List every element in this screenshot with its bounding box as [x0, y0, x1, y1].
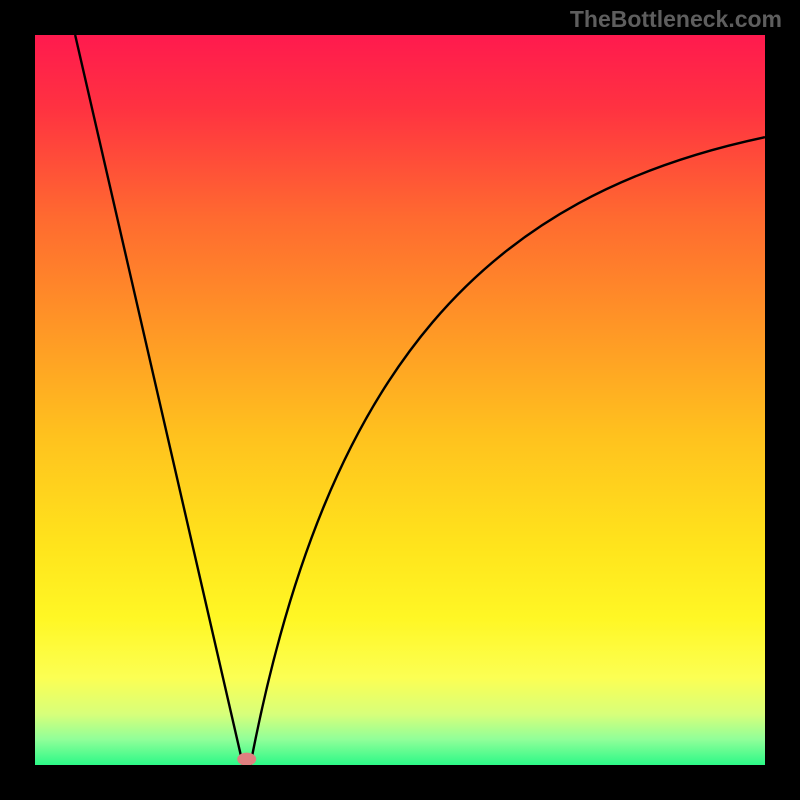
plot-frame — [35, 35, 765, 765]
curve-right-branch — [250, 137, 765, 765]
curve-left-branch — [75, 35, 243, 765]
watermark-text: TheBottleneck.com — [570, 6, 782, 33]
minimum-marker — [238, 753, 256, 765]
bottleneck-curve — [35, 35, 765, 765]
